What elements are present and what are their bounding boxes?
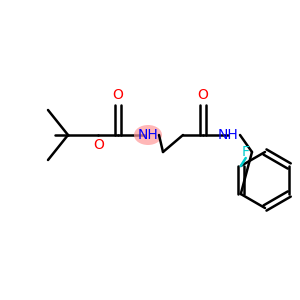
Text: O: O [94, 138, 104, 152]
Text: O: O [198, 88, 208, 102]
Text: F: F [242, 145, 250, 159]
Ellipse shape [134, 125, 162, 145]
Text: NH: NH [138, 128, 158, 142]
Text: NH: NH [218, 128, 239, 142]
Text: O: O [112, 88, 123, 102]
